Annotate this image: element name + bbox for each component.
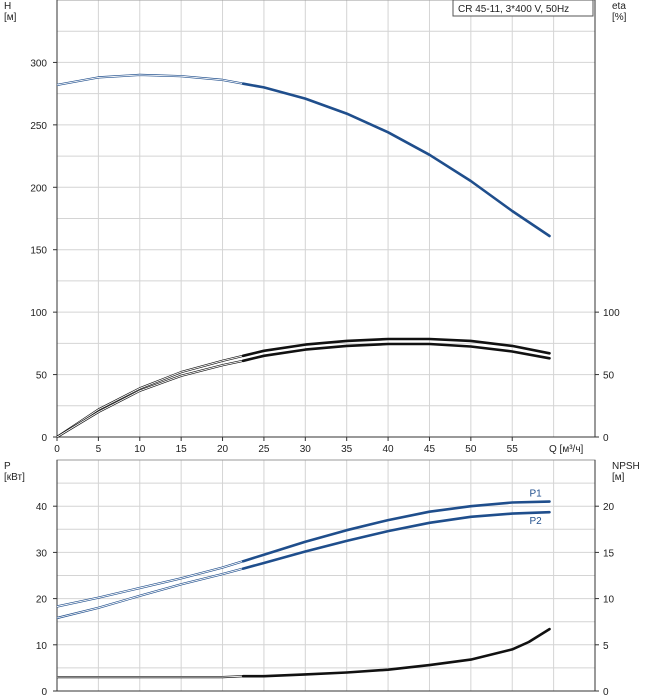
p2-curve xyxy=(241,510,551,570)
series-label-p1: P1 xyxy=(529,489,542,500)
title-box xyxy=(452,0,594,17)
left-tick-label: 300 xyxy=(30,58,47,69)
x-tick-label: 40 xyxy=(383,444,395,455)
x-tick-label: 55 xyxy=(507,444,519,455)
x-axis-label: Q [м³/ч] xyxy=(549,444,584,455)
x-tick-label: 10 xyxy=(134,444,146,455)
left-axis-name: P xyxy=(4,461,11,472)
x-tick-label: 0 xyxy=(54,444,60,455)
eta-curve xyxy=(241,337,551,358)
p1-curve-outline-inner xyxy=(56,560,244,607)
x-tick-label: 50 xyxy=(465,444,477,455)
left-tick-label: 30 xyxy=(36,548,48,559)
x-tick-label: 35 xyxy=(341,444,353,455)
x-tick-label: 25 xyxy=(258,444,270,455)
left-tick-label: 50 xyxy=(36,371,48,382)
series-label-p2: P2 xyxy=(529,516,542,527)
eta-curve-outline-inner xyxy=(56,360,244,438)
x-tick-label: 45 xyxy=(424,444,436,455)
chart-title: CR 45-11, 3*400 V, 50Hz xyxy=(458,4,569,15)
head-curve-outline-inner xyxy=(56,74,244,86)
left-tick-label: 150 xyxy=(30,246,47,257)
x-tick-label: 5 xyxy=(96,444,102,455)
left-tick-label: 10 xyxy=(36,641,48,652)
right-axis-unit: [%] xyxy=(612,12,627,23)
right-tick-label: 100 xyxy=(603,308,620,319)
head-curve xyxy=(241,82,551,238)
x-tick-label: 20 xyxy=(217,444,229,455)
right-tick-label: 20 xyxy=(603,502,615,513)
x-tick-label: 30 xyxy=(300,444,312,455)
right-tick-label: 10 xyxy=(603,595,615,606)
left-tick-label: 0 xyxy=(41,433,47,444)
left-tick-label: 100 xyxy=(30,308,47,319)
p1-curve xyxy=(241,500,551,563)
left-tick-label: 250 xyxy=(30,121,47,132)
left-axis-unit: [кВт] xyxy=(4,472,25,483)
left-tick-label: 20 xyxy=(36,595,48,606)
p2-curve-outline-inner xyxy=(56,568,244,619)
right-axis-name: NPSH xyxy=(612,461,640,472)
npsh-curve xyxy=(241,627,551,678)
eta-curve-outline-inner xyxy=(56,355,244,438)
eta-curve xyxy=(241,342,551,363)
left-axis-name: H xyxy=(4,1,11,12)
right-axis-name: eta xyxy=(612,1,626,12)
x-tick-label: 15 xyxy=(176,444,188,455)
left-tick-label: 200 xyxy=(30,183,47,194)
right-axis-unit: [м] xyxy=(612,472,625,483)
npsh-curve-outline-inner xyxy=(57,675,244,678)
left-tick-label: 0 xyxy=(41,687,47,698)
right-tick-label: 15 xyxy=(603,548,615,559)
right-tick-label: 0 xyxy=(603,687,609,698)
left-axis-unit: [м] xyxy=(4,12,17,23)
right-tick-label: 5 xyxy=(603,641,609,652)
right-tick-label: 0 xyxy=(603,433,609,444)
eta-curve-outline xyxy=(56,359,244,438)
left-tick-label: 40 xyxy=(36,502,48,513)
p1-curve-outline xyxy=(56,560,244,608)
right-tick-label: 50 xyxy=(603,371,615,382)
